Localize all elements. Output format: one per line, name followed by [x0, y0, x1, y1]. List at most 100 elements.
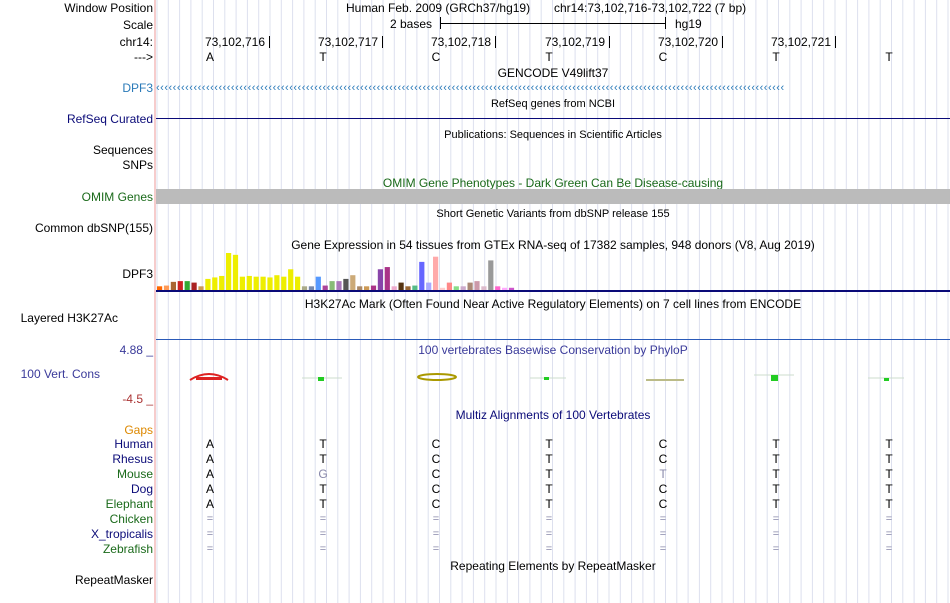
gtex-tissue-bar[interactable] [260, 276, 266, 290]
gtex-tissue-bar[interactable] [357, 286, 363, 290]
gtex-tissue-bar[interactable] [226, 253, 232, 290]
aligned-base: = [659, 528, 667, 540]
gtex-tissue-bar[interactable] [157, 286, 163, 290]
gtex-tissue-bar[interactable] [426, 282, 432, 290]
gtex-tissue-bar[interactable] [295, 276, 301, 290]
gtex-tissue-bar[interactable] [219, 275, 225, 290]
gtex-tissue-bar[interactable] [391, 286, 397, 290]
scale-text: 2 bases [390, 17, 433, 31]
aligned-base: C [431, 497, 441, 511]
aligned-base: = [432, 528, 440, 540]
gencode-gene-feature[interactable]: ‹‹‹‹‹‹‹‹‹‹‹‹‹‹‹‹‹‹‹‹‹‹‹‹‹‹‹‹‹‹‹‹‹‹‹‹‹‹‹‹… [156, 82, 785, 94]
gtex-tissue-bar[interactable] [419, 261, 425, 290]
gtex-tissue-bar[interactable] [377, 269, 383, 290]
species-label-chicken[interactable]: Chicken [109, 512, 153, 526]
aligned-base: = [206, 513, 214, 525]
gtex-tissue-bar[interactable] [170, 281, 176, 290]
gtex-tissue-bar[interactable] [315, 276, 321, 290]
aligned-base: C [658, 482, 668, 496]
gtex-tissue-bar[interactable] [322, 285, 328, 290]
species-label-zebrafish[interactable]: Zebrafish [102, 542, 153, 556]
omim-label[interactable]: OMIM Genes [81, 190, 153, 204]
gtex-tissue-bar[interactable] [467, 282, 473, 290]
gtex-tissue-bar[interactable] [246, 275, 252, 290]
aligned-base: = [772, 543, 780, 555]
gtex-tissue-bar[interactable] [336, 281, 342, 290]
gtex-tissue-bar[interactable] [412, 285, 418, 290]
reference-base: C [431, 50, 441, 64]
gtex-tissue-bar[interactable] [502, 287, 508, 290]
refseq-gene-line[interactable] [156, 118, 950, 119]
gtex-label[interactable]: DPF3 [122, 267, 153, 281]
gtex-tissue-bar[interactable] [370, 285, 377, 290]
aligned-base: = [772, 513, 780, 525]
gtex-tissue-bar[interactable] [453, 286, 459, 290]
aligned-base: = [885, 543, 893, 555]
gtex-expression-chart[interactable] [156, 252, 950, 292]
gtex-tissue-bar[interactable] [288, 269, 294, 290]
gtex-tissue-bar[interactable] [343, 278, 349, 290]
gtex-tissue-bar[interactable] [508, 287, 515, 290]
gtex-tissue-bar[interactable] [405, 286, 411, 290]
multiz-gaps-label[interactable]: Gaps [124, 423, 153, 437]
phylop-signal-chart[interactable] [156, 367, 950, 387]
aligned-base: = [432, 543, 440, 555]
omim-feature-bar[interactable] [156, 189, 950, 204]
gtex-tissue-bar[interactable] [163, 285, 170, 290]
gtex-tissue-bar[interactable] [191, 282, 197, 290]
gtex-tissue-bar[interactable] [398, 282, 404, 290]
gtex-tissue-bar[interactable] [253, 276, 259, 290]
publications-label-sequences[interactable]: Sequences [92, 143, 153, 157]
gtex-tissue-bar[interactable] [308, 286, 314, 290]
gtex-tissue-bar[interactable] [329, 281, 335, 290]
refseq-title: RefSeq genes from NCBI [490, 98, 616, 110]
species-label-elephant[interactable]: Elephant [105, 497, 153, 511]
species-label-mouse[interactable]: Mouse [116, 467, 153, 481]
aligned-base: = [885, 528, 893, 540]
gtex-tissue-bar[interactable] [481, 286, 487, 290]
gtex-tissue-bar[interactable] [301, 286, 308, 290]
reference-base: T [885, 50, 893, 64]
gtex-tissue-bar[interactable] [212, 277, 218, 290]
species-label-x_tropicalis[interactable]: X_tropicalis [90, 527, 153, 541]
dbsnp-label[interactable]: Common dbSNP(155) [34, 221, 153, 235]
phylop-label[interactable]: 100 Vert. Cons [20, 367, 100, 381]
refseq-label[interactable]: RefSeq Curated [66, 112, 153, 126]
h3k27ac-signal-line[interactable] [156, 339, 950, 340]
gtex-tissue-bar[interactable] [274, 275, 280, 290]
gtex-tissue-bar[interactable] [384, 267, 390, 290]
gtex-tissue-bar[interactable] [364, 286, 370, 290]
publications-label-snps[interactable]: SNPs [122, 158, 153, 172]
gtex-tissue-bar[interactable] [350, 275, 356, 290]
aligned-base: T [545, 467, 553, 481]
gtex-tissue-bar[interactable] [281, 276, 287, 290]
gtex-tissue-bar[interactable] [267, 277, 273, 290]
gtex-tissue-bar[interactable] [433, 256, 439, 290]
position-tick-label: 73,102,721 [770, 35, 831, 49]
species-label-human[interactable]: Human [114, 437, 153, 451]
gtex-tissue-bar[interactable] [198, 286, 204, 290]
repeatmasker-label[interactable]: RepeatMasker [74, 573, 153, 587]
gtex-tissue-bar[interactable] [460, 286, 466, 290]
gencode-gene-label[interactable]: DPF3 [122, 81, 153, 95]
gtex-tissue-bar[interactable] [495, 286, 501, 290]
h3k27ac-label[interactable]: Layered H3K27Ac [20, 311, 118, 325]
gtex-tissue-bar[interactable] [232, 254, 239, 290]
gtex-tissue-bar[interactable] [474, 281, 480, 290]
gtex-tissue-bar[interactable] [439, 287, 446, 290]
gtex-tissue-bar[interactable] [446, 282, 452, 290]
aligned-base: T [545, 437, 553, 451]
scale-bar [440, 17, 666, 29]
species-label-dog[interactable]: Dog [130, 482, 153, 496]
gtex-tissue-bar[interactable] [488, 260, 494, 290]
gtex-tissue-bar[interactable] [239, 276, 245, 290]
aligned-base: T [659, 467, 667, 481]
aligned-base: T [885, 452, 893, 466]
aligned-base: C [658, 452, 668, 466]
gtex-tissue-bar[interactable] [177, 281, 183, 290]
gtex-tissue-bar[interactable] [205, 278, 211, 290]
aligned-base: T [772, 497, 780, 511]
gtex-tissue-bar[interactable] [184, 281, 190, 290]
species-label-rhesus[interactable]: Rhesus [112, 452, 153, 466]
aligned-base: = [545, 543, 553, 555]
